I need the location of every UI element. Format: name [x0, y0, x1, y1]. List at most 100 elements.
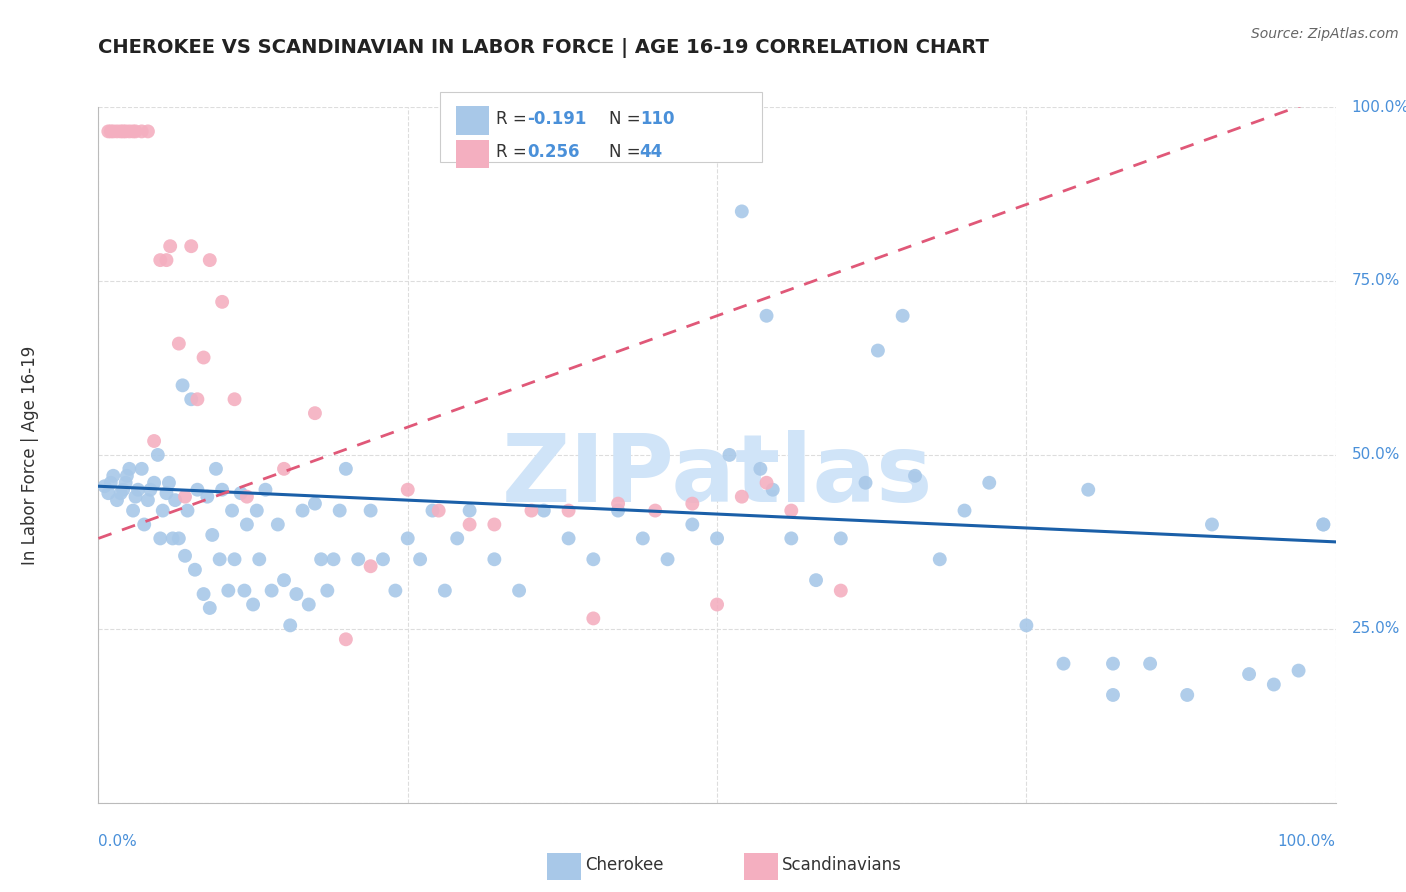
Point — [322, 552, 344, 566]
Point — [458, 503, 481, 517]
Point — [112, 124, 135, 138]
Point — [285, 587, 308, 601]
Point — [446, 532, 468, 546]
Point — [149, 532, 172, 546]
Text: N =: N = — [609, 144, 645, 161]
Point — [211, 483, 233, 497]
Text: 110: 110 — [640, 110, 675, 128]
Point — [172, 378, 194, 392]
Point — [309, 552, 332, 566]
Text: Scandinavians: Scandinavians — [782, 856, 901, 874]
Text: R =: R = — [496, 110, 533, 128]
Point — [103, 124, 125, 138]
Point — [582, 611, 605, 625]
Point — [644, 503, 666, 517]
Point — [122, 503, 145, 517]
Point — [131, 462, 153, 476]
Point — [979, 475, 1001, 490]
Point — [155, 486, 177, 500]
Point — [749, 462, 772, 476]
Point — [193, 587, 215, 601]
Point — [1052, 657, 1074, 671]
Text: N =: N = — [609, 110, 645, 128]
Point — [1237, 667, 1260, 681]
Point — [195, 490, 218, 504]
Point — [1312, 517, 1334, 532]
Point — [1139, 657, 1161, 671]
Point — [855, 475, 877, 490]
Point — [180, 392, 202, 407]
Point — [762, 483, 785, 497]
Point — [484, 552, 506, 566]
Point — [152, 503, 174, 517]
Point — [755, 309, 778, 323]
Point — [928, 552, 950, 566]
Point — [1312, 517, 1334, 532]
Point — [409, 552, 432, 566]
Text: 25.0%: 25.0% — [1351, 622, 1400, 636]
Point — [1102, 688, 1125, 702]
Point — [229, 486, 252, 500]
Text: Cherokee: Cherokee — [585, 856, 664, 874]
Point — [731, 490, 754, 504]
Point — [174, 490, 197, 504]
Point — [236, 490, 259, 504]
Point — [105, 124, 128, 138]
Point — [396, 532, 419, 546]
Point — [953, 503, 976, 517]
Point — [681, 517, 703, 532]
Point — [246, 503, 269, 517]
Point — [103, 468, 125, 483]
Point — [242, 598, 264, 612]
Point — [607, 503, 630, 517]
Point — [1077, 483, 1099, 497]
Point — [122, 124, 145, 138]
Point — [706, 532, 728, 546]
Point — [780, 503, 803, 517]
Text: 50.0%: 50.0% — [1351, 448, 1400, 462]
Point — [681, 497, 703, 511]
Point — [134, 517, 156, 532]
Point — [221, 503, 243, 517]
Point — [198, 601, 221, 615]
Text: Source: ZipAtlas.com: Source: ZipAtlas.com — [1251, 27, 1399, 41]
Point — [1201, 517, 1223, 532]
Point — [427, 503, 450, 517]
Point — [891, 309, 914, 323]
Point — [371, 552, 394, 566]
Text: ZIPatlas: ZIPatlas — [502, 430, 932, 522]
Point — [131, 124, 153, 138]
Point — [155, 253, 177, 268]
Point — [830, 532, 852, 546]
Point — [291, 503, 314, 517]
Point — [329, 503, 352, 517]
Point — [186, 392, 208, 407]
Point — [143, 475, 166, 490]
Point — [110, 124, 132, 138]
Point — [124, 490, 146, 504]
Point — [143, 434, 166, 448]
Point — [335, 462, 357, 476]
Point — [118, 462, 141, 476]
Point — [224, 552, 246, 566]
Text: 100.0%: 100.0% — [1351, 100, 1406, 114]
Point — [830, 583, 852, 598]
Point — [136, 124, 159, 138]
Point — [533, 503, 555, 517]
Point — [718, 448, 741, 462]
Text: 0.256: 0.256 — [527, 144, 579, 161]
Point — [233, 583, 256, 598]
Point — [193, 351, 215, 365]
Point — [458, 517, 481, 532]
Point — [100, 475, 122, 490]
Point — [267, 517, 290, 532]
Point — [755, 475, 778, 490]
Point — [254, 483, 277, 497]
Point — [706, 598, 728, 612]
Point — [422, 503, 444, 517]
Point — [97, 486, 120, 500]
Point — [1175, 688, 1198, 702]
Point — [304, 406, 326, 420]
Point — [273, 462, 295, 476]
Point — [557, 503, 579, 517]
